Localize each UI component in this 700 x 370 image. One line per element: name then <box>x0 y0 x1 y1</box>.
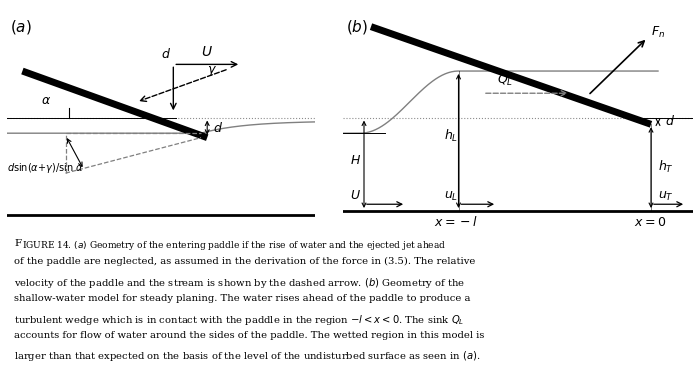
Text: F: F <box>14 239 21 248</box>
Text: accounts for flow of water around the sides of the paddle. The wetted region in : accounts for flow of water around the si… <box>14 331 484 340</box>
Text: shallow-water model for steady planing. The water rises ahead of the paddle to p: shallow-water model for steady planing. … <box>14 294 470 303</box>
Text: $d\sin(\alpha{+}\gamma)/\sin\,\alpha$: $d\sin(\alpha{+}\gamma)/\sin\,\alpha$ <box>7 161 84 175</box>
Text: $x = -l$: $x = -l$ <box>434 215 478 229</box>
Text: $U$: $U$ <box>201 44 213 58</box>
Text: $U$: $U$ <box>350 189 361 202</box>
Text: $h_L$: $h_L$ <box>444 128 458 144</box>
Text: of the paddle are neglected, as assumed in the derivation of the force in (3.5).: of the paddle are neglected, as assumed … <box>14 257 475 266</box>
Text: $d$: $d$ <box>214 121 223 135</box>
Text: $\gamma$: $\gamma$ <box>207 64 217 78</box>
Text: IGURE 14. $(a)$ Geometry of the entering paddle if the rise of water and the eje: IGURE 14. $(a)$ Geometry of the entering… <box>22 239 447 252</box>
Text: larger than that expected on the basis of the level of the undisturbed surface a: larger than that expected on the basis o… <box>14 349 480 363</box>
Text: $H$: $H$ <box>350 154 361 167</box>
Text: velocity of the paddle and the stream is shown by the dashed arrow. $(b)$ Geomet: velocity of the paddle and the stream is… <box>14 276 466 290</box>
Text: $h_T$: $h_T$ <box>658 159 674 175</box>
Text: $(a)$: $(a)$ <box>10 18 32 36</box>
Text: $F_n$: $F_n$ <box>651 24 665 40</box>
Text: $u_L$: $u_L$ <box>444 190 458 203</box>
Text: $d$: $d$ <box>665 114 675 128</box>
Text: $Q_L$: $Q_L$ <box>497 73 513 88</box>
Text: $u_T$: $u_T$ <box>658 190 674 203</box>
Text: turbulent wedge which is in contact with the paddle in the region $-l < x < 0$. : turbulent wedge which is in contact with… <box>14 313 464 326</box>
Text: $d$: $d$ <box>161 47 171 61</box>
Text: $(b)$: $(b)$ <box>346 18 369 36</box>
Text: $x = 0$: $x = 0$ <box>634 216 666 229</box>
Text: $\alpha$: $\alpha$ <box>41 94 51 107</box>
